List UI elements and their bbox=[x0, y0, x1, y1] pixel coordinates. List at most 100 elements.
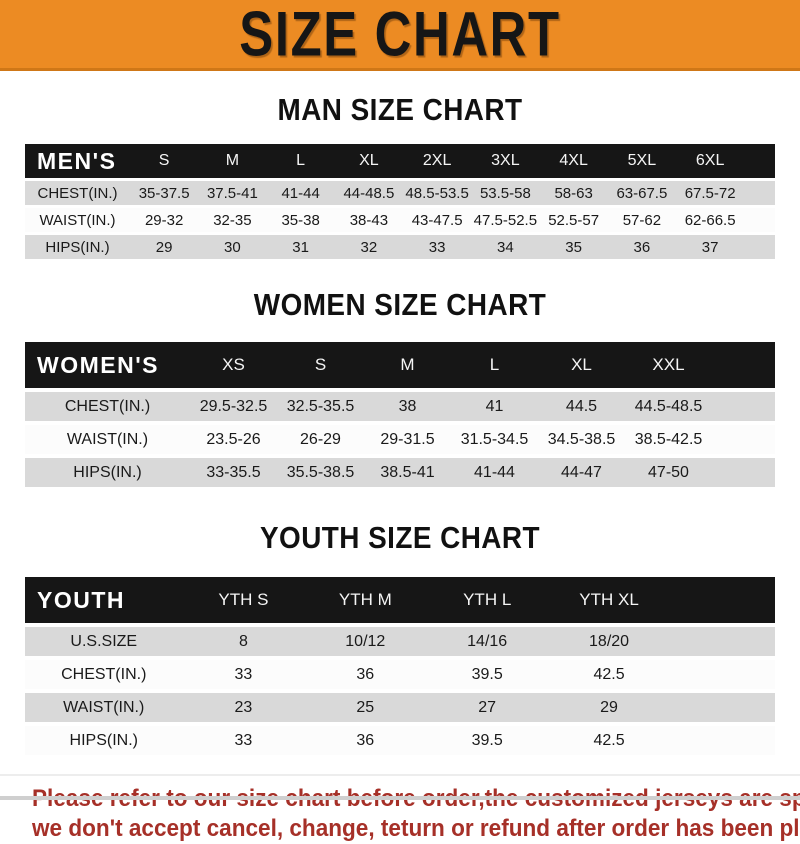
row-spacer bbox=[712, 458, 775, 487]
size-value-cell: 43-47.5 bbox=[403, 208, 472, 232]
size-value-cell: 30 bbox=[198, 235, 267, 259]
size-value-cell: 47-50 bbox=[625, 458, 712, 487]
measure-row-label: WAIST(IN.) bbox=[25, 425, 190, 454]
size-value-cell: 38 bbox=[364, 392, 451, 421]
size-value-cell: 38.5-42.5 bbox=[625, 425, 712, 454]
order-notice: Please refer to our size chart before or… bbox=[0, 774, 800, 844]
size-value-cell: 41 bbox=[451, 392, 538, 421]
size-value-cell: 32.5-35.5 bbox=[277, 392, 364, 421]
measure-row-label: HIPS(IN.) bbox=[25, 458, 190, 487]
size-value-cell: 36 bbox=[607, 235, 676, 259]
table-row: WAIST(IN.) 23 25 27 29 bbox=[25, 693, 775, 722]
measure-row-label: HIPS(IN.) bbox=[25, 726, 183, 755]
size-value-cell: 41-44 bbox=[266, 181, 335, 205]
youth-size-table: YOUTH YTH S YTH M YTH L YTH XL U.S.SIZE 8 10/12… bbox=[25, 573, 775, 759]
size-value-cell: 42.5 bbox=[548, 726, 670, 755]
women-size-table: WOMEN'S XS S M L XL XXL CHEST(IN.) 29.5-32.5 32.5… bbox=[25, 338, 775, 491]
size-value-cell: 29-31.5 bbox=[364, 425, 451, 454]
header-spacer bbox=[744, 144, 775, 178]
size-value-cell: 48.5-53.5 bbox=[403, 181, 472, 205]
row-spacer bbox=[744, 235, 775, 259]
measure-row-label: WAIST(IN.) bbox=[25, 693, 183, 722]
size-value-cell: 67.5-72 bbox=[676, 181, 745, 205]
size-value-cell: 35 bbox=[539, 235, 608, 259]
size-chart-banner: SIZE CHART bbox=[0, 0, 800, 71]
size-column-header: S bbox=[130, 144, 199, 178]
size-column-header: 5XL bbox=[607, 144, 676, 178]
size-column-header: XS bbox=[190, 342, 277, 388]
size-column-header: XL bbox=[334, 144, 403, 178]
size-value-cell: 18/20 bbox=[548, 627, 670, 656]
size-value-cell: 29 bbox=[548, 693, 670, 722]
size-column-header: S bbox=[277, 342, 364, 388]
size-value-cell: 52.5-57 bbox=[539, 208, 608, 232]
size-value-cell: 34.5-38.5 bbox=[538, 425, 625, 454]
row-spacer bbox=[712, 425, 775, 454]
table-row: CHEST(IN.) 35-37.5 37.5-41 41-44 44-48.5 48.5… bbox=[25, 181, 775, 205]
man-section-heading: MAN SIZE CHART bbox=[277, 92, 523, 127]
size-value-cell: 44-48.5 bbox=[334, 181, 403, 205]
size-value-cell: 32 bbox=[334, 235, 403, 259]
row-spacer bbox=[712, 392, 775, 421]
size-value-cell: 63-67.5 bbox=[607, 181, 676, 205]
order-notice-line-2: we don't accept cancel, change, teturn o… bbox=[32, 815, 800, 842]
banner-title: SIZE CHART bbox=[239, 0, 561, 70]
size-column-header: YTH XL bbox=[548, 577, 670, 623]
table-header-row: YOUTH YTH S YTH M YTH L YTH XL bbox=[25, 577, 775, 623]
size-value-cell: 62-66.5 bbox=[676, 208, 745, 232]
size-value-cell: 23 bbox=[182, 693, 305, 722]
size-value-cell: 35-38 bbox=[266, 208, 335, 232]
table-header-row: MEN'S S M L XL 2XL 3XL 4XL 5XL 6XL bbox=[25, 144, 775, 178]
size-value-cell: 42.5 bbox=[548, 660, 670, 689]
measure-row-label: CHEST(IN.) bbox=[25, 392, 190, 421]
size-value-cell: 31 bbox=[266, 235, 335, 259]
size-value-cell: 33 bbox=[403, 235, 472, 259]
row-spacer bbox=[744, 181, 775, 205]
size-column-header: YTH M bbox=[304, 577, 427, 623]
size-column-header: XL bbox=[538, 342, 625, 388]
size-value-cell: 10/12 bbox=[304, 627, 427, 656]
size-column-header: 4XL bbox=[539, 144, 608, 178]
size-value-cell: 37.5-41 bbox=[198, 181, 267, 205]
row-spacer bbox=[670, 726, 775, 755]
youth-section-heading: YOUTH SIZE CHART bbox=[259, 520, 541, 555]
header-spacer bbox=[670, 577, 775, 623]
size-value-cell: 23.5-26 bbox=[190, 425, 277, 454]
table-row: HIPS(IN.) 33-35.5 35.5-38.5 38.5-41 41-44 44-… bbox=[25, 458, 775, 487]
size-value-cell: 33 bbox=[182, 726, 305, 755]
table-row: U.S.SIZE 8 10/12 14/16 18/20 bbox=[25, 627, 775, 656]
measure-row-label: CHEST(IN.) bbox=[25, 660, 183, 689]
table-row: CHEST(IN.) 29.5-32.5 32.5-35.5 38 41 44.5 44.5… bbox=[25, 392, 775, 421]
size-value-cell: 58-63 bbox=[539, 181, 608, 205]
size-column-header: L bbox=[266, 144, 335, 178]
size-value-cell: 47.5-52.5 bbox=[471, 208, 540, 232]
size-value-cell: 36 bbox=[304, 726, 427, 755]
table-header-row: WOMEN'S XS S M L XL XXL bbox=[25, 342, 775, 388]
size-value-cell: 53.5-58 bbox=[471, 181, 540, 205]
size-value-cell: 37 bbox=[676, 235, 745, 259]
size-value-cell: 29-32 bbox=[130, 208, 199, 232]
size-value-cell: 35.5-38.5 bbox=[277, 458, 364, 487]
row-spacer bbox=[670, 693, 775, 722]
size-value-cell: 57-62 bbox=[607, 208, 676, 232]
women-section-heading: WOMEN SIZE CHART bbox=[253, 287, 547, 322]
size-value-cell: 41-44 bbox=[451, 458, 538, 487]
size-value-cell: 44-47 bbox=[538, 458, 625, 487]
size-column-header: L bbox=[451, 342, 538, 388]
size-value-cell: 39.5 bbox=[426, 726, 549, 755]
table-row: HIPS(IN.) 33 36 39.5 42.5 bbox=[25, 726, 775, 755]
table-title: YOUTH bbox=[25, 577, 183, 623]
measure-row-label: U.S.SIZE bbox=[25, 627, 183, 656]
table-title: MEN'S bbox=[25, 144, 130, 178]
table-row: CHEST(IN.) 33 36 39.5 42.5 bbox=[25, 660, 775, 689]
size-value-cell: 38-43 bbox=[334, 208, 403, 232]
size-value-cell: 44.5-48.5 bbox=[625, 392, 712, 421]
size-column-header: YTH S bbox=[182, 577, 305, 623]
size-value-cell: 8 bbox=[182, 627, 305, 656]
size-column-header: YTH L bbox=[426, 577, 549, 623]
size-value-cell: 36 bbox=[304, 660, 427, 689]
size-column-header: 2XL bbox=[403, 144, 472, 178]
row-spacer bbox=[670, 627, 775, 656]
size-value-cell: 44.5 bbox=[538, 392, 625, 421]
table-row: WAIST(IN.) 23.5-26 26-29 29-31.5 31.5-34.5 34… bbox=[25, 425, 775, 454]
